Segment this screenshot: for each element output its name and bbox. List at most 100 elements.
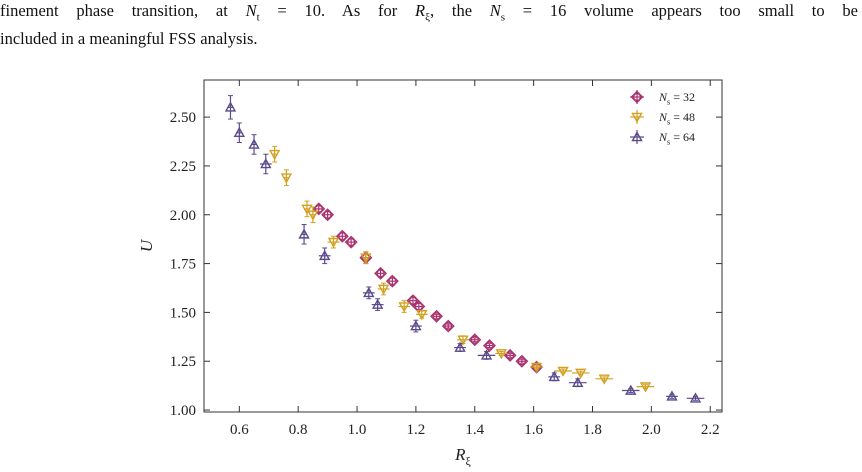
marker (412, 300, 426, 314)
marker (318, 249, 331, 261)
x-tick-label: 1.4 (465, 422, 484, 438)
x-tick-label: 2.2 (701, 422, 720, 438)
marker (344, 235, 358, 249)
marker (625, 384, 637, 395)
marker (298, 228, 310, 239)
text-run: N (658, 110, 668, 124)
x-tick-label: 1.2 (407, 422, 426, 438)
marker (301, 204, 313, 215)
marker (280, 173, 293, 184)
x-tick-label: 2.0 (642, 422, 661, 438)
marker (430, 309, 444, 323)
marker (224, 101, 237, 112)
x-tick-label: 1.6 (524, 422, 543, 438)
text-run: N (658, 130, 668, 144)
marker-circle (505, 351, 515, 360)
marker (630, 90, 644, 104)
marker (335, 229, 349, 243)
text-run: ξ (466, 454, 472, 468)
text-run: N (489, 1, 501, 20)
y-tick-label: 1.75 (170, 257, 196, 273)
text-run: R (414, 1, 426, 20)
marker (377, 284, 390, 295)
text-run: s (667, 98, 670, 107)
text-run: R (454, 445, 466, 464)
marker (321, 208, 335, 222)
marker-circle (517, 357, 527, 366)
text-run: s (667, 118, 670, 127)
text-run: N (658, 90, 668, 104)
marker-circle (414, 302, 424, 311)
y-tick-label: 2.00 (170, 208, 196, 224)
text-run: U (137, 238, 156, 252)
x-tick-label: 0.8 (289, 422, 308, 438)
y-tick-label: 2.50 (170, 110, 196, 126)
y-tick-label: 2.25 (170, 159, 196, 175)
text-line: finement phase transition, at Nt = 10. A… (0, 0, 858, 28)
marker (575, 368, 587, 379)
marker (363, 286, 375, 298)
label: Ns = 32 (658, 90, 695, 107)
y-tick-label: 1.25 (170, 354, 196, 370)
marker (457, 335, 469, 346)
marker (441, 319, 455, 333)
text-run: s (500, 11, 506, 24)
marker-circle (338, 232, 347, 241)
marker (480, 349, 493, 360)
marker (454, 341, 466, 352)
text-run: t (256, 11, 260, 24)
text-run: ξ (425, 11, 430, 24)
text-run: included in a meaningful FSS analysis. (0, 29, 258, 49)
marker (631, 131, 643, 142)
marker (468, 333, 482, 347)
marker (530, 362, 543, 374)
marker (557, 366, 569, 377)
marker (398, 302, 410, 313)
marker (248, 138, 260, 149)
marker (495, 349, 507, 360)
marker (410, 320, 422, 331)
marker-circle (408, 296, 418, 305)
marker (639, 382, 652, 393)
marker-circle (444, 321, 453, 331)
text-run: finement phase transition, at (0, 1, 246, 20)
marker (233, 126, 246, 138)
marker (548, 370, 560, 382)
marker-circle (485, 341, 494, 350)
text-line: included in a meaningful FSS analysis. (0, 28, 858, 49)
marker-circle (314, 204, 323, 214)
text-run: = 16 volume appears too small to be (505, 1, 858, 20)
text-run: = 32 (670, 90, 695, 104)
marker (374, 266, 388, 280)
text-run: = 10. As for (259, 1, 415, 20)
marker (482, 339, 496, 353)
marker (307, 210, 319, 221)
marker (515, 354, 529, 368)
marker (385, 274, 399, 288)
label: Rξ (454, 445, 471, 468)
paragraph: finement phase transition, at Nt = 10. A… (0, 0, 858, 49)
label: Ns = 64 (658, 130, 695, 147)
marker (360, 253, 372, 264)
marker (666, 390, 678, 401)
marker-circle (432, 312, 441, 321)
marker (631, 112, 643, 123)
label: U (137, 238, 156, 252)
marker-circle (323, 210, 332, 219)
x-tick-label: 1.8 (583, 422, 602, 438)
marker-circle (346, 237, 356, 247)
marker-circle (388, 276, 397, 286)
text-run: s (667, 138, 670, 147)
x-tick-label: 0.6 (230, 422, 249, 438)
marker (689, 392, 702, 403)
text-run: = 48 (670, 110, 695, 124)
plot-frame (203, 79, 723, 413)
marker-circle (632, 92, 642, 102)
x-tick-label: 1.0 (348, 422, 367, 438)
y-tick-label: 1.00 (170, 403, 196, 419)
marker (268, 149, 281, 161)
text-run: = 64 (670, 130, 695, 144)
marker (371, 298, 384, 309)
